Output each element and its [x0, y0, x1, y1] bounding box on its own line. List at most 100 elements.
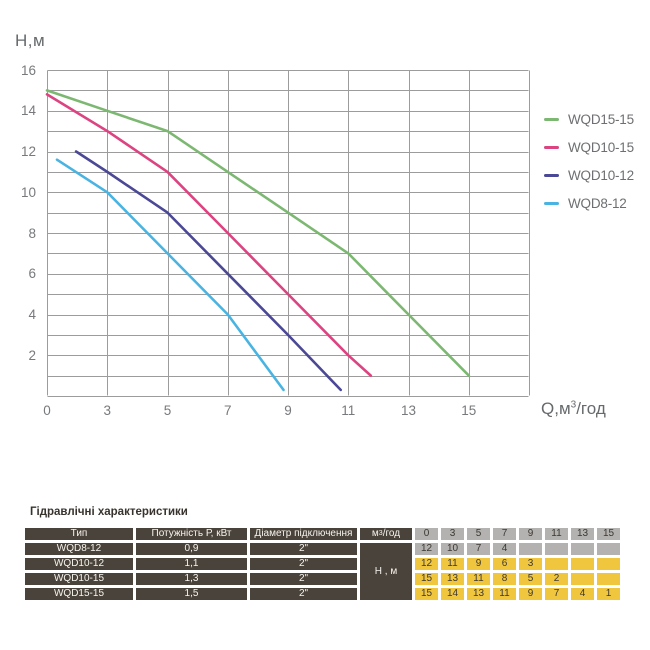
table-h-value [597, 558, 620, 570]
table-h-value [597, 573, 620, 585]
table-header-type: Тип [25, 528, 133, 540]
legend-item-WQD8-12: WQD8-12 [544, 194, 634, 213]
chart-svg [45, 70, 530, 397]
table-title: Гідравлічні характеристики [30, 506, 188, 518]
x-axis-title: Q,м3/год [541, 399, 606, 419]
table-h-value [571, 543, 594, 555]
table-header-diameter: Діаметр підключення [250, 528, 357, 540]
x-tick-label-13: 13 [400, 403, 417, 418]
table-h-value: 12 [415, 558, 438, 570]
y-tick-label-16: 16 [20, 62, 36, 78]
x-tick-label-0: 0 [43, 403, 51, 418]
curve-WQD8-12 [55, 158, 285, 392]
table-h-value: 7 [545, 588, 568, 600]
legend-item-WQD15-15: WQD15-15 [544, 110, 634, 129]
table-h-m-cell: Н , м [360, 543, 412, 600]
legend-label: WQD8-12 [568, 196, 627, 211]
table-h-value: 2 [545, 573, 568, 585]
table-h-value [519, 543, 542, 555]
table-h-value [571, 558, 594, 570]
table-header-power: Потужність Р, кВт [136, 528, 247, 540]
legend-label: WQD10-15 [568, 140, 634, 155]
table-row-diameter: 2" [250, 573, 357, 585]
y-tick-label-14: 14 [20, 103, 36, 119]
table-h-value [545, 543, 568, 555]
chart-legend: WQD15-15 WQD10-15 WQD10-12 WQD8-12 [544, 110, 634, 222]
table-row-power: 1,3 [136, 573, 247, 585]
x-tick-label-5: 5 [163, 403, 172, 418]
table-h-value: 11 [467, 573, 490, 585]
legend-item-WQD10-12: WQD10-12 [544, 166, 634, 185]
table-row-power: 1,5 [136, 588, 247, 600]
table-h-value: 13 [441, 573, 464, 585]
table-h-value: 4 [571, 588, 594, 600]
table-header-q-7: 7 [493, 528, 516, 540]
table-row-diameter: 2" [250, 558, 357, 570]
x-axis-title-suffix: /год [576, 399, 606, 418]
table-h-value: 11 [441, 558, 464, 570]
table-header-q-13: 13 [571, 528, 594, 540]
table-row-diameter: 2" [250, 543, 357, 555]
table-row-type: WQD10-12 [25, 558, 133, 570]
x-axis-title-prefix: Q,м [541, 399, 571, 418]
table-h-value: 15 [415, 588, 438, 600]
flow-header-part: /год [382, 528, 401, 539]
table-header-q-11: 11 [545, 528, 568, 540]
flow-header-part: м [371, 528, 379, 539]
legend-label: WQD10-12 [568, 168, 634, 183]
table-header-flow: м 3/год [360, 528, 412, 540]
table-h-value: 7 [467, 543, 490, 555]
table-header-q-3: 3 [441, 528, 464, 540]
y-tick-label-10: 10 [20, 184, 36, 200]
legend-dash-icon [544, 118, 559, 121]
table-h-value: 4 [493, 543, 516, 555]
x-tick-label-15: 15 [461, 403, 477, 418]
table-h-value: 14 [441, 588, 464, 600]
table-row-type: WQD10-15 [25, 573, 133, 585]
y-tick-label-4: 4 [28, 307, 36, 322]
y-tick-label-8: 8 [28, 225, 36, 241]
table-header-q-15: 15 [597, 528, 620, 540]
table-h-value: 6 [493, 558, 516, 570]
table-header-q-5: 5 [467, 528, 490, 540]
x-tick-label-9: 9 [284, 403, 292, 418]
legend-dash-icon [544, 174, 559, 177]
table-header-q-9: 9 [519, 528, 542, 540]
legend-dash-icon [544, 202, 559, 205]
flow-header-part: 3 [378, 530, 383, 537]
curve-WQD10-12 [74, 150, 343, 392]
curve-WQD10-15 [45, 93, 373, 377]
table-row-power: 0,9 [136, 543, 247, 555]
curve-WQD15-15 [45, 89, 471, 377]
table-h-value: 1 [597, 588, 620, 600]
y-tick-label-2: 2 [28, 347, 36, 363]
legend-dash-icon [544, 146, 559, 149]
y-tick-label-12: 12 [20, 144, 36, 159]
table-h-value: 13 [467, 588, 490, 600]
table-h-value [571, 573, 594, 585]
legend-label: WQD15-15 [568, 112, 634, 127]
x-tick-label-11: 11 [341, 403, 356, 418]
x-axis-title-sup: 3 [570, 399, 577, 411]
chart-gridlines [47, 70, 530, 397]
legend-item-WQD10-15: WQD10-15 [544, 138, 634, 157]
table-h-value: 9 [467, 558, 490, 570]
table-h-value: 15 [415, 573, 438, 585]
table-h-value [597, 543, 620, 555]
y-axis-title: Н,м [15, 31, 46, 50]
table-h-value: 9 [519, 588, 542, 600]
table-row-diameter: 2" [250, 588, 357, 600]
x-tick-label-3: 3 [103, 403, 111, 418]
table-h-value: 10 [441, 543, 464, 555]
table-row-power: 1,1 [136, 558, 247, 570]
table-h-value: 11 [493, 588, 516, 600]
table-row-type: WQD15-15 [25, 588, 133, 600]
x-tick-label-7: 7 [223, 403, 232, 418]
table-h-value: 5 [519, 573, 542, 585]
chart-plot-area [45, 70, 530, 397]
table-h-value: 3 [519, 558, 542, 570]
table-h-value: 12 [415, 543, 438, 555]
table-header-q-0: 0 [415, 528, 438, 540]
table-h-value: 8 [493, 573, 516, 585]
